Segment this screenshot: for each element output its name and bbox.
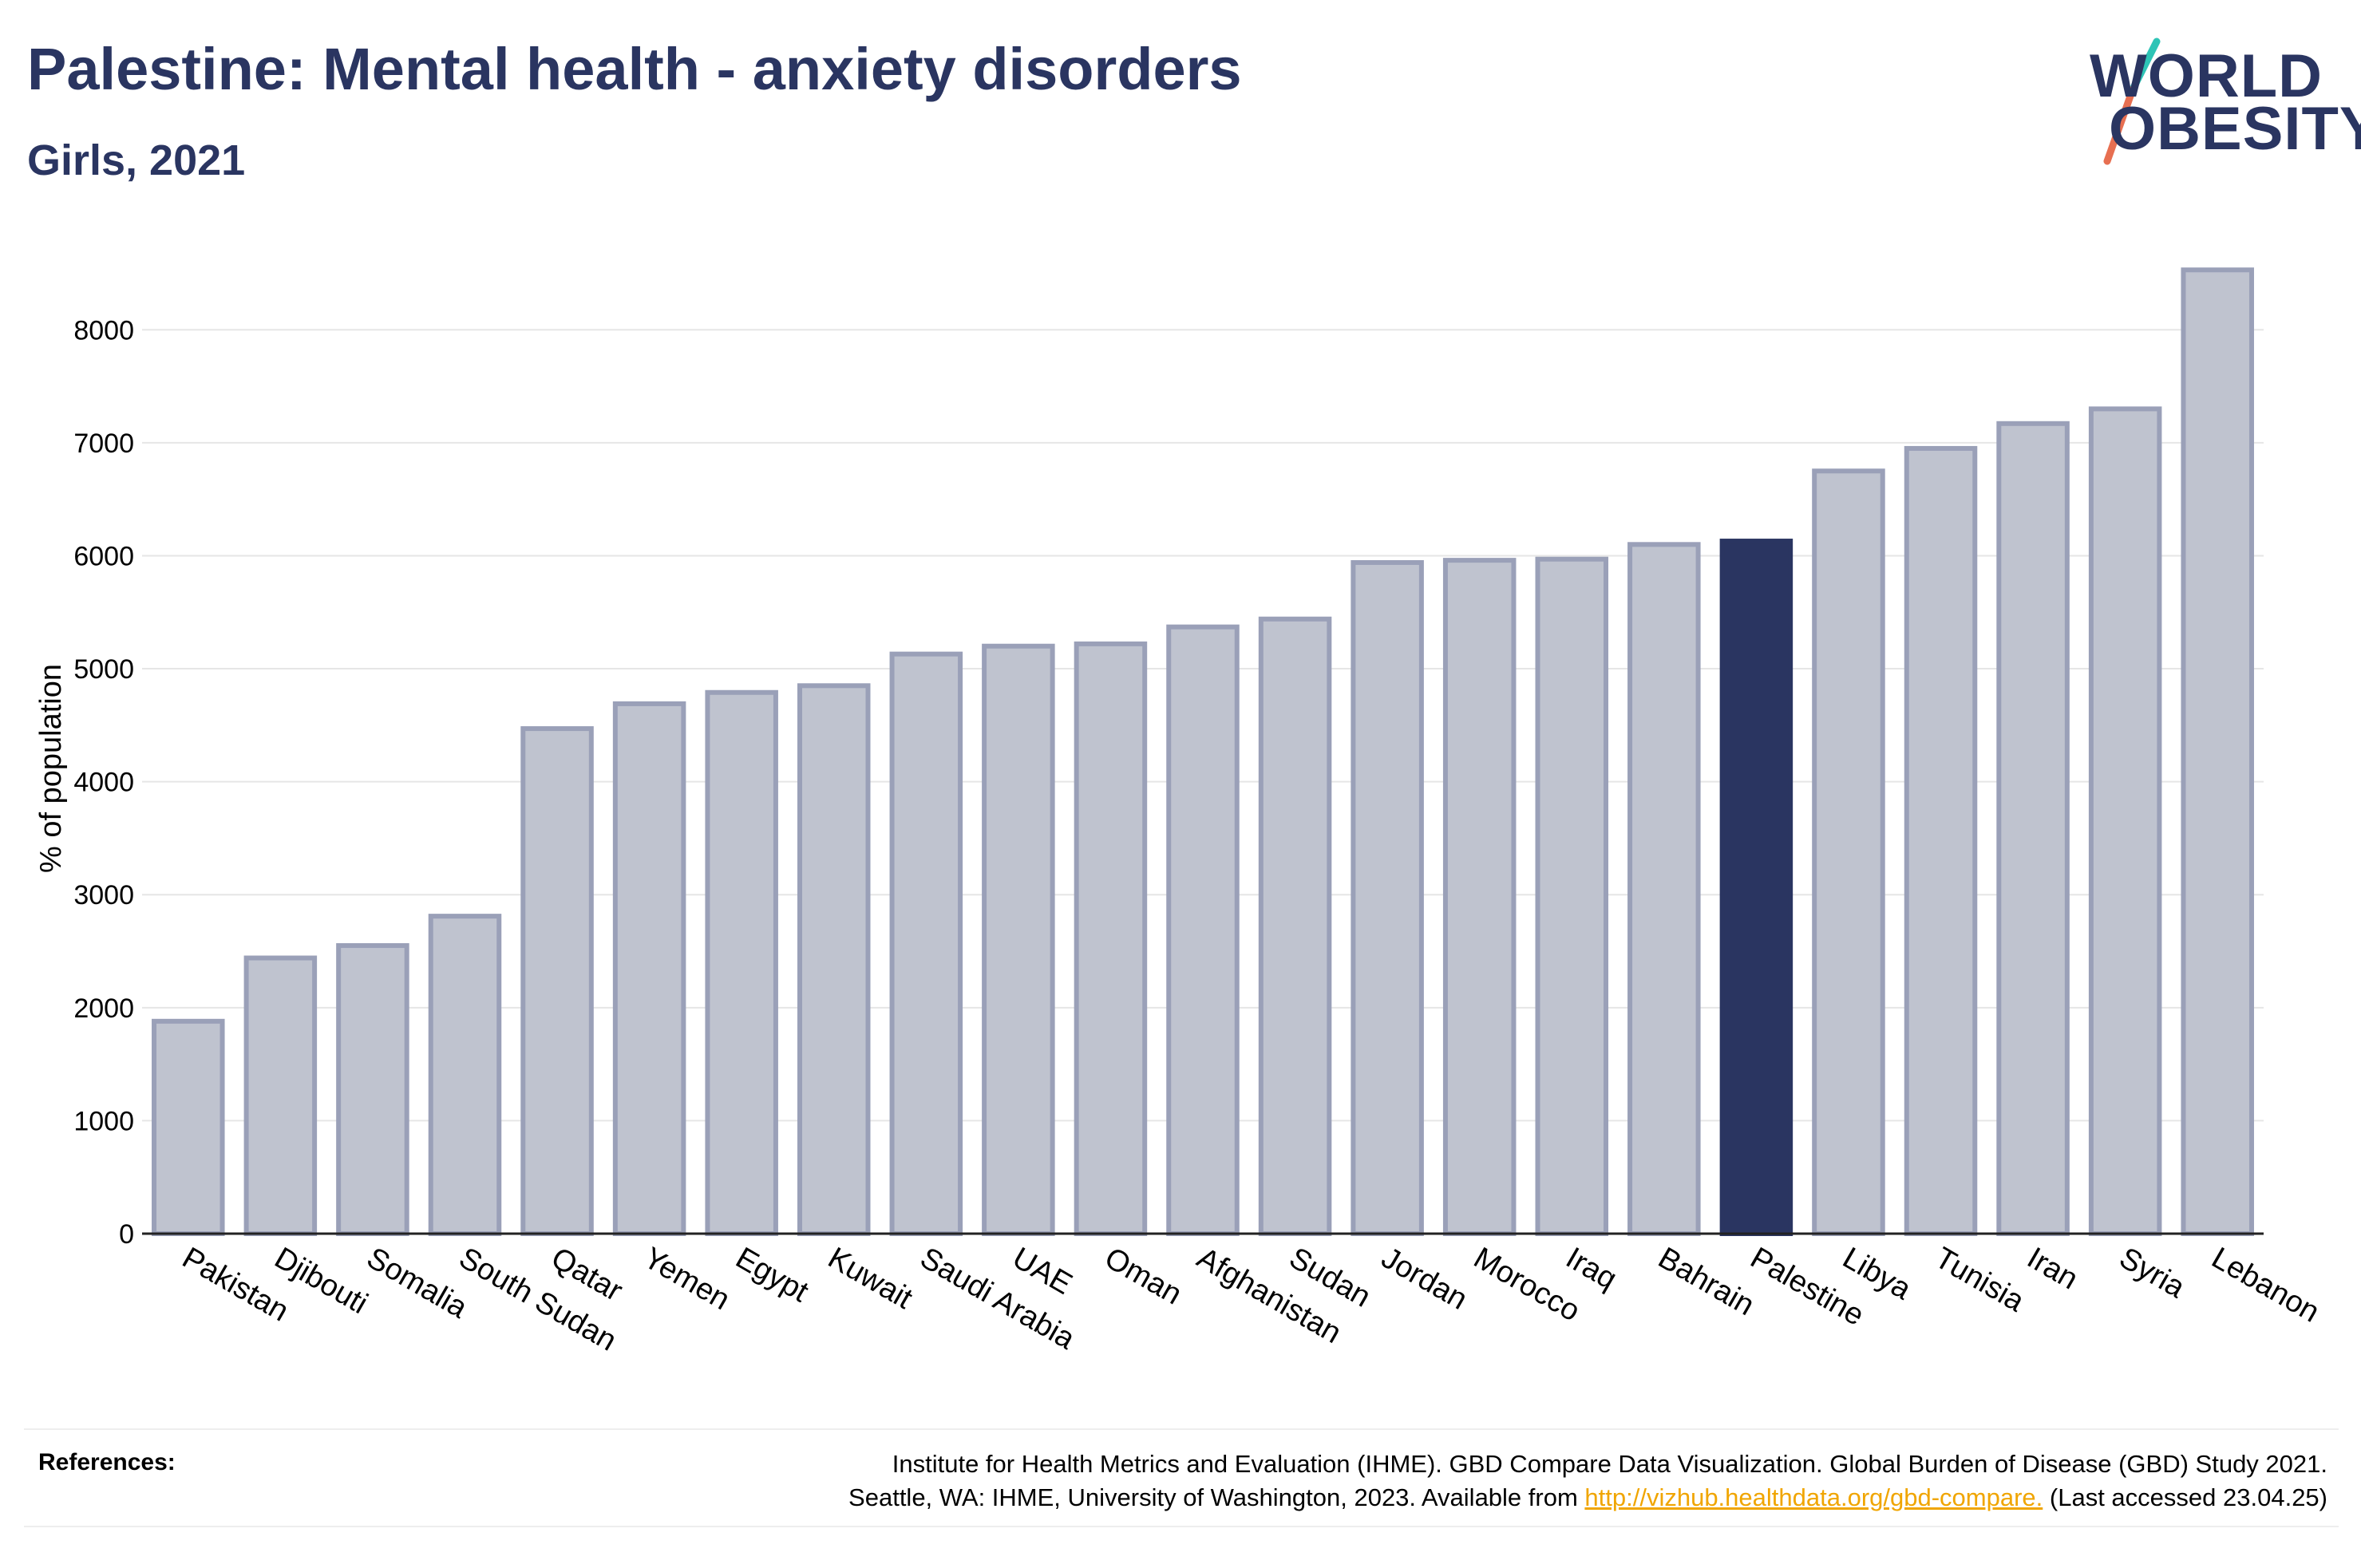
references-panel: References: Institute for Health Metrics… bbox=[24, 1428, 2339, 1527]
bar bbox=[1904, 445, 1978, 1236]
bar bbox=[243, 955, 318, 1236]
references-text: Institute for Health Metrics and Evaluat… bbox=[848, 1448, 2327, 1515]
bar bbox=[428, 914, 502, 1236]
chart-title: Palestine: Mental health - anxiety disor… bbox=[27, 36, 1242, 102]
y-tick-label: 2000 bbox=[73, 993, 134, 1024]
x-tick-label: Oman bbox=[1099, 1241, 1188, 1311]
bar bbox=[336, 942, 409, 1237]
bar bbox=[1996, 421, 2070, 1236]
bar bbox=[2181, 267, 2254, 1237]
y-axis-title: % of population bbox=[34, 664, 68, 873]
bar-chart: 0 1000 2000 3000 4000 5000 6000 7000 8000 % of po… bbox=[34, 267, 2325, 1358]
bar bbox=[1812, 468, 1885, 1236]
x-tick-label: Iran bbox=[2022, 1241, 2084, 1296]
y-tick-label: 5000 bbox=[73, 654, 134, 685]
bar bbox=[1627, 542, 1701, 1236]
bar bbox=[1442, 558, 1517, 1236]
x-tick-label: Jordan bbox=[1376, 1241, 1473, 1316]
bar bbox=[520, 726, 594, 1236]
bar bbox=[1074, 641, 1148, 1236]
gbd-compare-link[interactable]: http://vizhub.healthdata.org/gbd-compare… bbox=[1584, 1483, 2043, 1511]
reference-line-1: Institute for Health Metrics and Evaluat… bbox=[892, 1450, 2327, 1478]
bar bbox=[1535, 556, 1609, 1236]
chart-subtitle: Girls, 2021 bbox=[27, 136, 246, 184]
bar bbox=[1166, 624, 1240, 1236]
reference-line-2: Seattle, WA: IHME, University of Washing… bbox=[848, 1481, 2327, 1515]
x-tick-label: Bahrain bbox=[1652, 1241, 1759, 1322]
x-tick-label: Iraq bbox=[1560, 1241, 1623, 1296]
bar bbox=[1351, 559, 1424, 1236]
bar bbox=[889, 651, 963, 1236]
x-tick-label: Saudi Arabia bbox=[915, 1241, 1081, 1357]
x-tick-label: Lebanon bbox=[2206, 1241, 2325, 1329]
y-tick-label: 1000 bbox=[73, 1106, 134, 1136]
x-tick-label: Pakistan bbox=[176, 1241, 294, 1328]
y-tick-label: 6000 bbox=[73, 541, 134, 571]
bar bbox=[705, 689, 778, 1236]
references-label: References: bbox=[38, 1449, 176, 1475]
y-tick-label: 7000 bbox=[73, 429, 134, 459]
x-tick-label: Morocco bbox=[1468, 1241, 1585, 1328]
y-tick-label: 4000 bbox=[73, 768, 134, 798]
reference-prefix: Seattle, WA: IHME, University of Washing… bbox=[848, 1483, 1585, 1511]
world-obesity-logo: WORLD OBESITY bbox=[2075, 22, 2361, 174]
logo-line-1: WORLD bbox=[2090, 42, 2323, 110]
x-tick-label: Tunisia bbox=[1929, 1241, 2031, 1318]
bar bbox=[612, 701, 686, 1236]
bar-highlighted bbox=[1719, 539, 1793, 1236]
bar bbox=[152, 1018, 225, 1236]
x-tick-label: Yemen bbox=[638, 1241, 735, 1317]
bar bbox=[982, 643, 1055, 1236]
reference-suffix: (Last accessed 23.04.25) bbox=[2043, 1483, 2327, 1511]
y-tick-label: 3000 bbox=[73, 880, 134, 910]
logo-slash-icon bbox=[2103, 38, 2161, 165]
logo-line-2: OBESITY bbox=[2109, 95, 2361, 163]
x-tick-label: Syria bbox=[2114, 1241, 2191, 1305]
x-tick-label: Kuwait bbox=[822, 1241, 918, 1316]
bar bbox=[1258, 616, 1332, 1236]
y-tick-label: 8000 bbox=[73, 315, 134, 346]
bar bbox=[797, 683, 871, 1236]
bar bbox=[2088, 406, 2162, 1236]
x-tick-label: Egypt bbox=[730, 1241, 815, 1309]
y-tick-label: 0 bbox=[119, 1219, 134, 1250]
x-tick-label: Somalia bbox=[361, 1241, 473, 1325]
